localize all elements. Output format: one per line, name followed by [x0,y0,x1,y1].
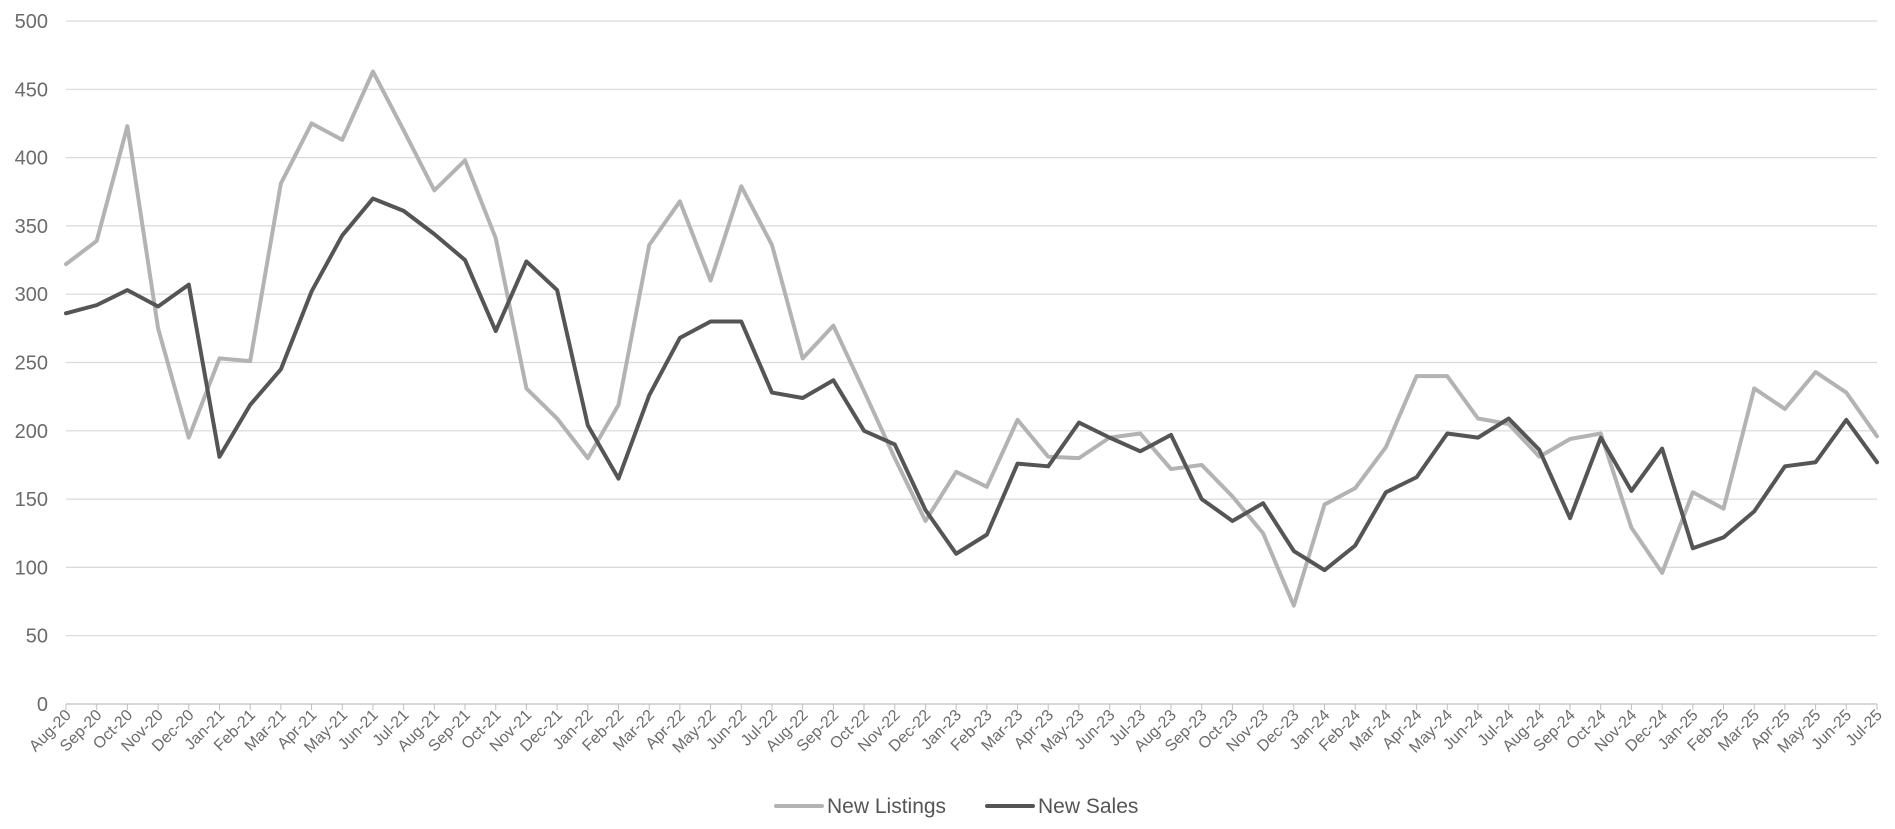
legend-label-new-sales: New Sales [1038,795,1138,818]
series-line-new-sales [64,196,1879,573]
y-tick-label: 450 [15,79,48,101]
y-tick-label: 500 [15,11,48,33]
y-tick-label: 50 [26,626,48,648]
y-tick-label: 200 [15,421,48,443]
y-tick-label: 250 [15,353,48,375]
y-tick-label: 400 [15,148,48,170]
legend: New Listings New Sales [774,795,1138,818]
series-line-new-listings [64,69,1879,608]
axes: 050100150200250300350400450500Aug-20Sep-… [15,11,1886,757]
y-tick-label: 150 [15,489,48,511]
y-tick-label: 100 [15,557,48,579]
legend-label-new-listings: New Listings [827,795,946,818]
series-lines [64,69,1879,608]
gridlines [66,20,1877,705]
y-tick-label: 300 [15,284,48,306]
y-tick-label: 350 [15,216,48,238]
y-tick-label: 0 [37,694,48,716]
